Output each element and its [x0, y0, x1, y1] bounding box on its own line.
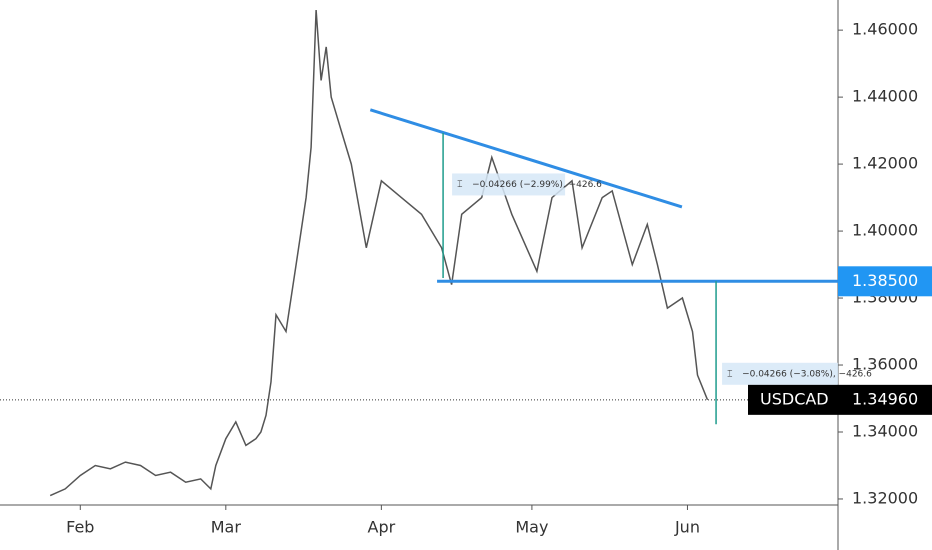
y-tick-label: 1.44000 [852, 87, 918, 106]
symbol-box [748, 384, 838, 415]
y-tick-label: 1.36000 [852, 355, 918, 374]
y-tick-label: 1.40000 [852, 221, 918, 240]
measure-label-box [452, 173, 566, 196]
support-label: 1.38500 [852, 271, 918, 290]
x-tick-label: Apr [368, 518, 396, 537]
measure-label-box [722, 362, 839, 385]
last-price-box [838, 384, 932, 415]
y-tick-label: 1.46000 [852, 20, 918, 39]
measure-icon: ⌶ [727, 369, 732, 379]
y-tick-label: 1.42000 [852, 154, 918, 173]
trendline [369, 108, 683, 209]
y-tick-label: 1.34000 [852, 421, 918, 440]
x-tick-label: Mar [211, 518, 242, 537]
price-line [49, 9, 709, 497]
x-tick-label: Feb [66, 518, 94, 537]
measure-icon: ⌶ [457, 180, 462, 190]
measure-label: −0.04266 (−3.08%), −426.6 [742, 369, 872, 379]
measure-label: −0.04266 (−2.99%), −426.6 [472, 180, 602, 190]
x-tick-label: May [515, 518, 548, 537]
support-label-box [838, 266, 932, 297]
x-tick-label: Jun [674, 518, 700, 537]
last-price-label: 1.34960 [852, 389, 918, 408]
symbol-label: USDCAD [760, 389, 829, 408]
y-tick-label: 1.32000 [852, 488, 918, 507]
